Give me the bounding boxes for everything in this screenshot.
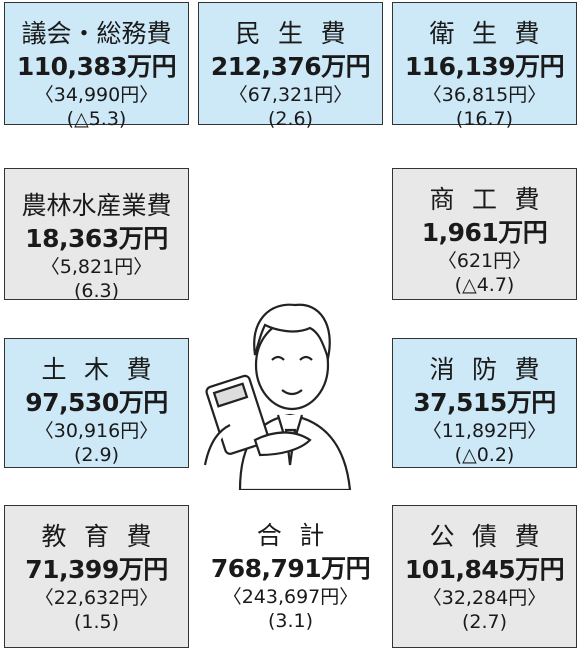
expense-amount: 212,376万円 (199, 51, 382, 83)
expense-name: 合計 (198, 519, 383, 553)
expense-name-text: 衛生費 (429, 17, 557, 51)
expense-name: 商工費 (393, 183, 576, 217)
expense-amount: 37,515万円 (393, 387, 576, 419)
per-capita: 〈67,321円〉 (199, 83, 382, 107)
change-rate: (6.3) (5, 279, 188, 303)
expense-amount: 18,363万円 (5, 223, 188, 255)
expense-name: 民生費 (199, 17, 382, 51)
expense-name: 公債費 (393, 520, 576, 554)
page: 議会・総務費110,383万円〈34,990円〉(△5.3)民生費212,376… (0, 0, 581, 654)
per-capita: 〈32,284円〉 (393, 586, 576, 610)
per-capita: 〈22,632円〉 (5, 586, 188, 610)
change-rate: (1.5) (5, 610, 188, 634)
expense-name: 議会・総務費 (5, 17, 188, 51)
per-capita: 〈621円〉 (393, 249, 576, 273)
change-rate: (2.9) (5, 443, 188, 467)
expense-name-text: 農林水産業費 (21, 189, 171, 223)
change-rate: (2.6) (199, 107, 382, 131)
expense-name: 土木費 (5, 353, 188, 387)
expense-name-text: 合計 (257, 519, 342, 553)
change-rate: (△0.2) (393, 443, 576, 467)
per-capita: 〈36,815円〉 (393, 83, 576, 107)
expense-name: 衛生費 (393, 17, 576, 51)
expense-amount: 1,961万円 (393, 217, 576, 249)
per-capita: 〈243,697円〉 (198, 585, 383, 609)
expense-name-text: 公債費 (429, 520, 557, 554)
expense-amount: 116,139万円 (393, 51, 576, 83)
expense-name: 消防費 (393, 353, 576, 387)
expense-name-text: 教育費 (41, 520, 169, 554)
expense-name-text: 商工費 (429, 183, 557, 217)
expense-amount: 768,791万円 (198, 553, 383, 585)
expense-name: 農林水産業費 (5, 189, 188, 223)
change-rate: (2.7) (393, 610, 576, 634)
expense-amount: 71,399万円 (5, 554, 188, 586)
change-rate: (△5.3) (5, 107, 188, 131)
expense-amount: 101,845万円 (393, 554, 576, 586)
expense-name-text: 議会・総務費 (21, 17, 171, 51)
per-capita: 〈34,990円〉 (5, 83, 188, 107)
per-capita: 〈11,892円〉 (393, 419, 576, 443)
expense-amount: 97,530万円 (5, 387, 188, 419)
change-rate: (3.1) (198, 609, 383, 633)
illustration (200, 290, 380, 490)
change-rate: (△4.7) (393, 273, 576, 297)
expense-amount: 110,383万円 (5, 51, 188, 83)
change-rate: (16.7) (393, 107, 576, 131)
per-capita: 〈5,821円〉 (5, 255, 188, 279)
expense-name-text: 民生費 (235, 17, 363, 51)
expense-name: 教育費 (5, 520, 188, 554)
per-capita: 〈30,916円〉 (5, 419, 188, 443)
expense-name-text: 土木費 (41, 353, 169, 387)
expense-name-text: 消防費 (429, 353, 557, 387)
